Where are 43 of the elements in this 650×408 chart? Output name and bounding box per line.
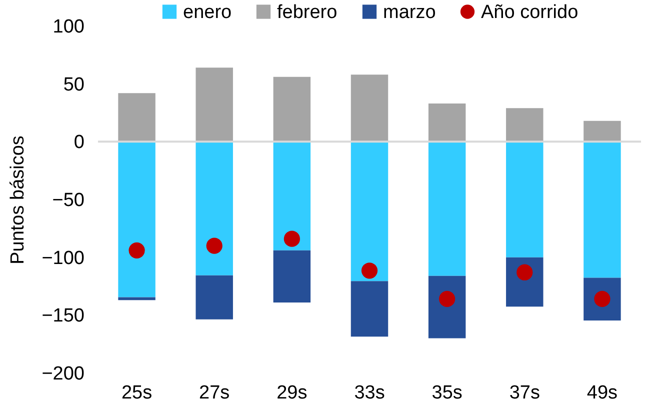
point	[284, 230, 300, 247]
bar	[196, 142, 233, 276]
bar	[273, 142, 311, 250]
point	[206, 238, 222, 254]
y-tick-label: −50	[52, 190, 84, 211]
y-tick-label: 0	[74, 132, 84, 154]
legend-label: marzo	[383, 2, 436, 23]
x-tick-label: 33s	[354, 382, 385, 404]
point	[361, 262, 378, 279]
y-tick-label: −200	[42, 364, 84, 384]
x-tick-label: 29s	[276, 382, 308, 404]
bar	[350, 142, 388, 282]
bar	[273, 76, 311, 142]
x-tick-label: 27s	[199, 382, 230, 404]
x-tick-label: 37s	[509, 382, 540, 404]
bar	[273, 250, 311, 302]
x-tick-label: 49s	[586, 382, 618, 404]
bar	[118, 297, 156, 300]
bar	[196, 275, 233, 320]
x-tick-label: 25s	[121, 382, 152, 404]
y-axis-title: Puntos básicos	[8, 136, 29, 264]
bar	[584, 120, 621, 142]
bar	[506, 108, 544, 142]
y-tick-label: −100	[42, 248, 84, 269]
bar	[428, 142, 466, 276]
bar	[506, 142, 544, 258]
legend-label: febrero	[277, 2, 338, 23]
point	[516, 264, 533, 280]
y-tick-label: −150	[42, 306, 84, 327]
bar	[350, 74, 388, 142]
y-tick-label: 100	[52, 16, 84, 38]
y-tick-label: 50	[63, 74, 84, 96]
legend-label: Año corrido	[481, 2, 578, 23]
point	[128, 242, 145, 258]
bar	[428, 276, 466, 338]
bar	[428, 103, 466, 142]
bar	[118, 93, 156, 142]
bar	[118, 142, 156, 298]
bar	[350, 281, 388, 337]
legend-label: enero	[183, 2, 232, 23]
bar	[584, 142, 621, 278]
bar	[196, 68, 233, 142]
x-tick-label: 35s	[432, 382, 462, 404]
